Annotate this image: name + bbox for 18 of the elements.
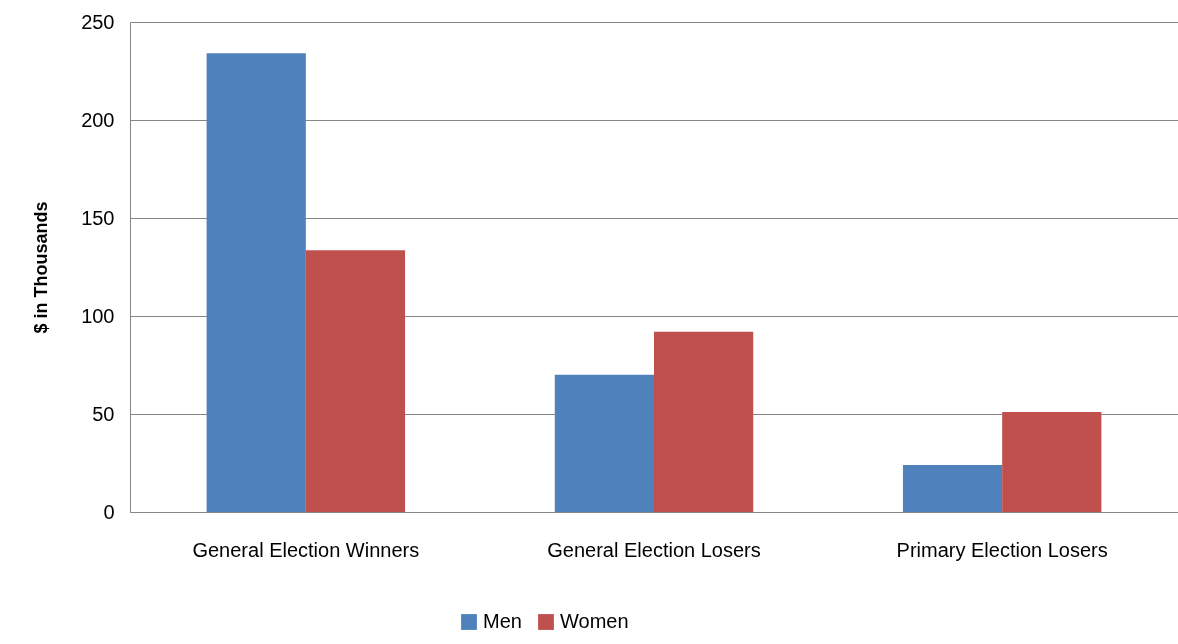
- bar: [1002, 412, 1102, 512]
- x-tick-label: Primary Election Losers: [896, 538, 1108, 561]
- x-tick-label: General Election Losers: [547, 538, 761, 561]
- bar: [554, 374, 654, 512]
- y-tick-label: 0: [103, 500, 115, 523]
- bar: [206, 53, 306, 512]
- y-axis-title: $ in Thousands: [31, 201, 52, 334]
- bar: [654, 331, 754, 512]
- legend-label: Men: [483, 610, 522, 632]
- y-tick-label: 100: [81, 304, 115, 327]
- y-tick-label: 150: [81, 206, 115, 229]
- x-tick-label: General Election Winners: [192, 538, 420, 561]
- bar: [902, 464, 1003, 512]
- y-tick-label: 250: [81, 10, 115, 33]
- y-tick-label: 50: [92, 402, 115, 425]
- bar: [305, 250, 406, 512]
- legend-label: Women: [560, 610, 629, 632]
- y-tick-label: 200: [81, 108, 115, 131]
